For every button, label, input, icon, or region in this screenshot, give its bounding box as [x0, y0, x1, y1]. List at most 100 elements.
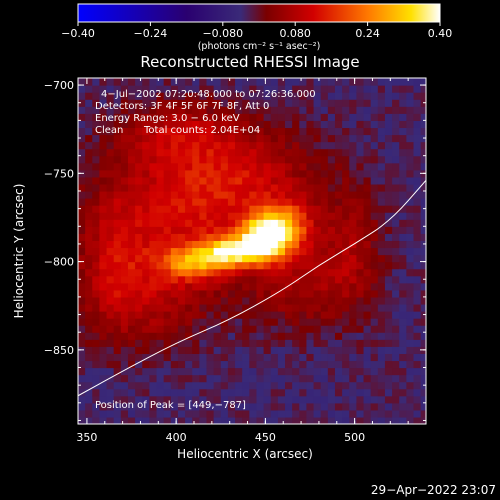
heatmap-cell: [306, 134, 315, 143]
heatmap-cell: [349, 226, 357, 234]
heatmap-cell: [220, 120, 229, 129]
heatmap-cell: [142, 127, 150, 136]
heatmap-cell: [349, 388, 357, 397]
heatmap-cell: [327, 226, 336, 234]
heatmap-cell: [256, 162, 265, 171]
heatmap-cell: [170, 134, 179, 143]
heatmap-cell: [199, 141, 208, 150]
heatmap-cell: [227, 240, 236, 249]
heatmap-cell: [220, 226, 229, 234]
heatmap-cell: [142, 99, 150, 107]
heatmap-cell: [85, 183, 93, 192]
heatmap-cell: [285, 332, 293, 340]
heatmap-cell: [277, 141, 286, 150]
heatmap-cell: [420, 183, 426, 192]
heatmap-cell: [156, 325, 165, 333]
heatmap-cell: [292, 325, 300, 333]
heatmap-cell: [370, 353, 379, 362]
heatmap-cell: [213, 78, 222, 86]
heatmap-cell: [227, 141, 236, 150]
colorbar-tick-label: −0.40: [61, 27, 95, 40]
heatmap-cell: [213, 367, 222, 376]
heatmap-cell: [99, 162, 108, 171]
heatmap-cell: [235, 275, 243, 284]
heatmap-cell: [235, 247, 243, 256]
heatmap-cell: [263, 409, 272, 418]
heatmap-cell: [192, 169, 200, 178]
heatmap-cell: [320, 416, 329, 424]
heatmap-cell: [99, 113, 108, 121]
heatmap-cell: [342, 141, 350, 150]
heatmap-cell: [370, 190, 379, 199]
heatmap-cell: [327, 148, 336, 157]
heatmap-cell: [192, 176, 200, 185]
heatmap-cell: [320, 198, 329, 206]
heatmap-cell: [206, 268, 215, 277]
heatmap-cell: [320, 275, 329, 284]
heatmap-cell: [342, 353, 350, 362]
heatmap-cell: [142, 409, 150, 418]
heatmap-cell: [342, 332, 350, 340]
heatmap-cell: [285, 388, 293, 397]
heatmap-cell: [285, 127, 293, 136]
heatmap-cell: [170, 409, 179, 418]
heatmap-cell: [127, 353, 136, 362]
heatmap-cell: [256, 190, 265, 199]
heatmap-cell: [170, 275, 179, 284]
heatmap-cell: [363, 148, 372, 157]
heatmap-cell: [135, 205, 143, 213]
heatmap-cell: [235, 268, 243, 277]
heatmap-cell: [85, 219, 93, 227]
heatmap-cell: [363, 261, 372, 270]
heatmap-cell: [85, 282, 93, 291]
heatmap-cell: [256, 388, 265, 397]
heatmap-cell: [292, 296, 300, 305]
heatmap-cell: [313, 395, 322, 404]
heatmap-cell: [213, 339, 222, 347]
heatmap-cell: [85, 311, 93, 319]
heatmap-cell: [163, 134, 172, 143]
heatmap-cell: [313, 148, 322, 157]
heatmap-cell: [313, 367, 322, 376]
heatmap-cell: [177, 353, 186, 362]
heatmap-cell: [406, 254, 415, 263]
heatmap-cell: [420, 402, 426, 411]
heatmap-cell: [170, 374, 179, 383]
heatmap-cell: [334, 141, 343, 150]
heatmap-cell: [249, 190, 258, 199]
heatmap-cell: [78, 141, 86, 150]
heatmap-cell: [120, 106, 129, 114]
heatmap-cell: [356, 226, 365, 234]
heatmap-cell: [170, 296, 179, 305]
heatmap-cell: [377, 120, 386, 129]
heatmap-cell: [327, 113, 336, 121]
heatmap-cell: [320, 409, 329, 418]
heatmap-cell: [270, 205, 279, 213]
heatmap-cell: [249, 416, 258, 424]
heatmap-cell: [299, 388, 308, 397]
footer-timestamp: 29−Apr−2022 23:07: [371, 483, 496, 497]
heatmap-cell: [413, 141, 422, 150]
heatmap-cell: [220, 198, 229, 206]
heatmap-cell: [242, 92, 250, 100]
heatmap-cell: [356, 205, 365, 213]
heatmap-cell: [170, 289, 179, 298]
heatmap-cell: [127, 311, 136, 319]
heatmap-cell: [85, 226, 93, 234]
heatmap-cell: [99, 78, 108, 86]
heatmap-cell: [285, 198, 293, 206]
heatmap-cell: [192, 92, 200, 100]
heatmap-cell: [363, 268, 372, 277]
heatmap-cell: [370, 247, 379, 256]
heatmap-cell: [413, 148, 422, 157]
heatmap-cell: [213, 360, 222, 369]
heatmap-cell: [99, 233, 108, 242]
heatmap-cell: [349, 162, 357, 171]
heatmap-cell: [299, 205, 308, 213]
heatmap-cell: [327, 360, 336, 369]
heatmap-cell: [285, 205, 293, 213]
heatmap-cell: [135, 85, 143, 93]
heatmap-cell: [199, 374, 208, 383]
heatmap-cell: [185, 120, 193, 129]
heatmap-cell: [342, 282, 350, 291]
